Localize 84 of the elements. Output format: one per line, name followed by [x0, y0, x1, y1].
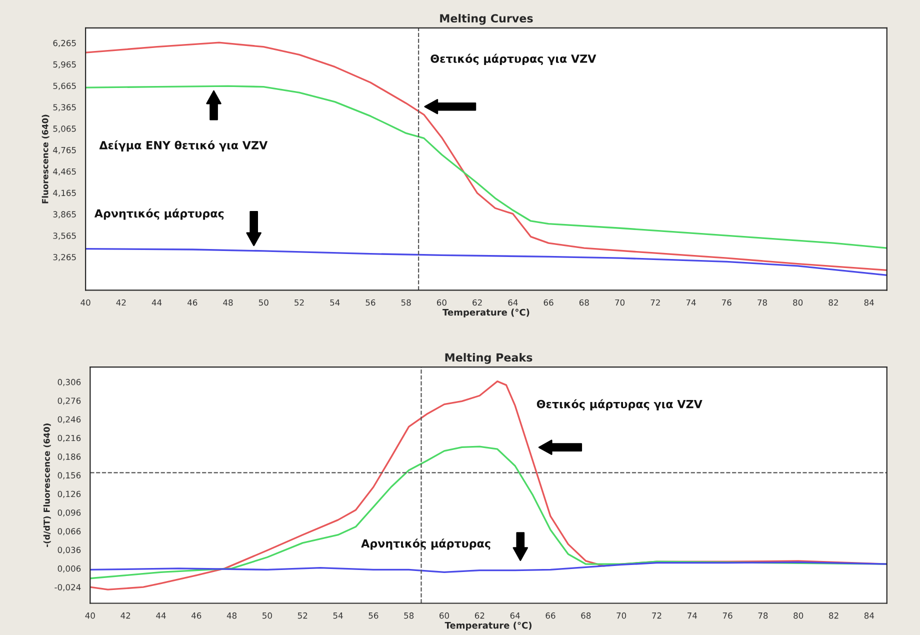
x-tick-label: 60: [440, 612, 450, 619]
x-tick-label: 46: [191, 612, 202, 619]
x-tick-label: 40: [80, 299, 90, 306]
x-tick-label: 52: [298, 612, 308, 619]
x-tick-label: 70: [615, 299, 625, 306]
annotation: Δείγμα ΕΝΥ θετικό για VZV: [99, 140, 268, 152]
y-tick-label: -0,024: [54, 584, 81, 592]
y-tick-label: 3,265: [53, 254, 76, 262]
x-tick-label: 72: [652, 612, 662, 619]
x-tick-label: 44: [152, 299, 162, 306]
y-axis-title: Fluorescence (640): [42, 114, 50, 204]
y-tick-label: 0,066: [58, 528, 81, 536]
x-tick-label: 54: [330, 299, 340, 306]
x-tick-label: 48: [226, 612, 237, 619]
annotation: Αρνητικός μάρτυρας: [361, 538, 490, 550]
x-tick-label: 84: [864, 299, 874, 306]
x-tick-label: 74: [688, 612, 697, 619]
x-tick-label: 64: [510, 612, 520, 619]
annotation: Θετικός μάρτυρας για VZV: [430, 54, 596, 66]
x-tick-label: 58: [404, 612, 414, 619]
x-tick-label: 54: [333, 612, 343, 619]
x-tick-label: 74: [686, 299, 696, 306]
x-tick-label: 84: [864, 612, 874, 619]
x-tick-label: 48: [223, 299, 233, 306]
x-tick-label: 40: [85, 612, 95, 619]
y-tick-label: 0,156: [58, 472, 81, 480]
y-tick-label: 5,365: [53, 104, 76, 112]
line-series: [86, 248, 887, 276]
x-tick-label: 46: [188, 299, 198, 306]
y-tick-label: 5,665: [53, 82, 76, 90]
x-tick-label: 76: [722, 299, 732, 306]
x-tick-label: 44: [156, 612, 166, 619]
annotation: Θετικός μάρτυρας για VZV: [536, 399, 702, 410]
x-tick-label: 70: [616, 612, 626, 619]
x-tick-label: 82: [829, 612, 838, 619]
y-tick-label: 0,126: [58, 490, 81, 498]
line-series: [86, 85, 887, 249]
y-tick-label: 4,165: [53, 190, 76, 197]
chart-title: Melting Curves: [440, 14, 533, 25]
x-tick-label: 42: [116, 299, 126, 306]
x-tick-label: 50: [262, 612, 272, 619]
y-tick-label: 0,306: [58, 378, 81, 386]
y-tick-label: 5,065: [53, 126, 76, 133]
x-tick-label: 62: [474, 612, 484, 619]
y-tick-label: 0,006: [58, 565, 81, 573]
x-axis-title: Temperature (°C): [442, 308, 530, 318]
y-tick-label: 0,036: [58, 546, 81, 554]
x-tick-label: 56: [366, 299, 376, 306]
x-tick-label: 66: [546, 612, 556, 619]
x-axis-title: Temperature (°C): [444, 622, 532, 630]
y-tick-label: 0,096: [58, 509, 81, 517]
x-tick-label: 64: [508, 299, 518, 306]
x-tick-label: 78: [758, 612, 768, 619]
chart-title: Melting Peaks: [445, 353, 532, 364]
line-series: [86, 42, 887, 272]
x-tick-label: 82: [828, 299, 838, 306]
y-tick-label: 5,965: [53, 61, 76, 68]
y-tick-label: 4,465: [53, 168, 76, 176]
x-tick-label: 66: [544, 299, 554, 306]
y-axis-title: -(d/dT) Fluorescence (640): [43, 424, 51, 547]
y-tick-label: 4,765: [53, 146, 76, 154]
x-tick-label: 56: [368, 612, 378, 619]
x-tick-label: 68: [579, 299, 589, 306]
x-tick-label: 42: [120, 612, 130, 619]
y-tick-label: 6,265: [53, 40, 76, 48]
x-tick-label: 68: [581, 612, 591, 619]
x-tick-label: 78: [758, 299, 767, 306]
annotation: Αρνητικός μάρτυρας: [94, 208, 224, 220]
x-tick-label: 80: [794, 612, 804, 619]
x-tick-label: 80: [793, 299, 803, 306]
x-tick-label: 72: [650, 299, 660, 306]
x-tick-label: 50: [258, 299, 268, 306]
y-tick-label: 0,186: [58, 454, 81, 461]
y-tick-label: 0,276: [58, 398, 81, 405]
x-tick-label: 52: [294, 299, 304, 306]
x-tick-label: 60: [436, 299, 446, 306]
x-tick-label: 58: [401, 299, 411, 306]
x-tick-label: 62: [472, 299, 482, 306]
line-series: [90, 561, 887, 574]
x-tick-label: 76: [722, 612, 732, 619]
y-tick-label: 0,246: [58, 416, 81, 424]
y-tick-label: 3,565: [53, 232, 76, 240]
y-tick-label: 3,865: [53, 211, 76, 218]
y-tick-label: 0,216: [58, 434, 81, 442]
